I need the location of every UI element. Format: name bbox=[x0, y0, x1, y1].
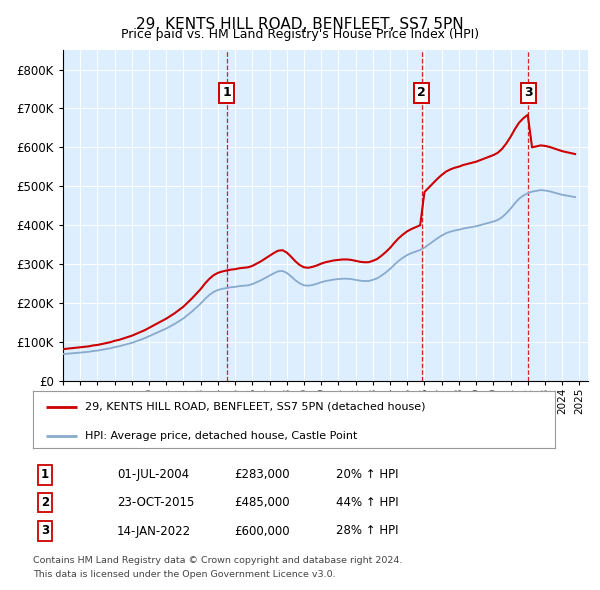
Text: 29, KENTS HILL ROAD, BENFLEET, SS7 5PN: 29, KENTS HILL ROAD, BENFLEET, SS7 5PN bbox=[136, 17, 464, 31]
Text: 14-JAN-2022: 14-JAN-2022 bbox=[117, 525, 191, 537]
Text: £283,000: £283,000 bbox=[234, 468, 290, 481]
Text: 3: 3 bbox=[524, 86, 533, 99]
Text: 44% ↑ HPI: 44% ↑ HPI bbox=[336, 496, 398, 509]
Text: 3: 3 bbox=[41, 525, 49, 537]
Text: £600,000: £600,000 bbox=[234, 525, 290, 537]
Text: £485,000: £485,000 bbox=[234, 496, 290, 509]
Text: 23-OCT-2015: 23-OCT-2015 bbox=[117, 496, 194, 509]
Text: 1: 1 bbox=[41, 468, 49, 481]
Text: 29, KENTS HILL ROAD, BENFLEET, SS7 5PN (detached house): 29, KENTS HILL ROAD, BENFLEET, SS7 5PN (… bbox=[85, 402, 426, 412]
Text: 2: 2 bbox=[41, 496, 49, 509]
Text: 20% ↑ HPI: 20% ↑ HPI bbox=[336, 468, 398, 481]
Text: Price paid vs. HM Land Registry's House Price Index (HPI): Price paid vs. HM Land Registry's House … bbox=[121, 28, 479, 41]
Text: 01-JUL-2004: 01-JUL-2004 bbox=[117, 468, 189, 481]
Text: 2: 2 bbox=[417, 86, 426, 99]
Text: Contains HM Land Registry data © Crown copyright and database right 2024.: Contains HM Land Registry data © Crown c… bbox=[33, 556, 403, 565]
Text: 28% ↑ HPI: 28% ↑ HPI bbox=[336, 525, 398, 537]
Text: HPI: Average price, detached house, Castle Point: HPI: Average price, detached house, Cast… bbox=[85, 431, 358, 441]
Text: 1: 1 bbox=[222, 86, 231, 99]
Text: This data is licensed under the Open Government Licence v3.0.: This data is licensed under the Open Gov… bbox=[33, 571, 335, 579]
